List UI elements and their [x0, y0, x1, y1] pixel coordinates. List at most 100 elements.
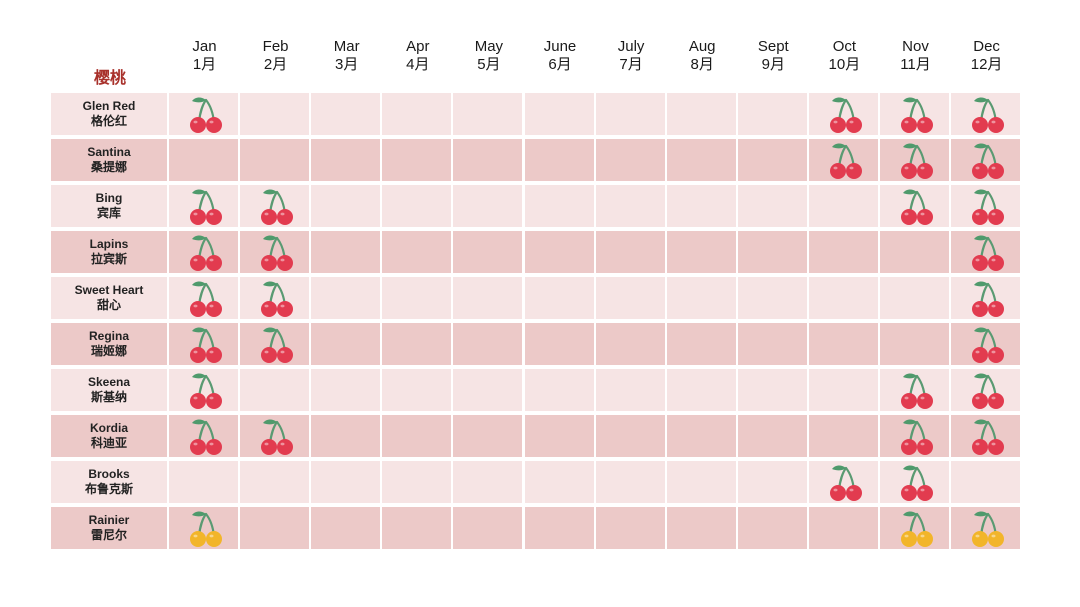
- red-cherry-icon: [261, 235, 294, 271]
- month-cell-5: [453, 93, 523, 135]
- red-cherry-icon: [261, 189, 294, 225]
- month-cell-9: [737, 461, 807, 503]
- variety-name-cn: 拉宾斯: [90, 252, 127, 266]
- month-header-cn: 1月: [192, 56, 217, 73]
- month-cell-5: [453, 323, 523, 365]
- variety-name-cn: 格伦红: [90, 114, 127, 128]
- variety-label: Rainier 雷尼尔: [51, 507, 167, 549]
- month-cell-5: [453, 415, 523, 457]
- month-header-en: Nov: [902, 38, 929, 55]
- month-header-cn: 2月: [263, 56, 288, 73]
- month-cell-9: [737, 323, 807, 365]
- month-header-cn: 5月: [477, 56, 501, 73]
- month-cell-5: [453, 369, 523, 411]
- month-cell-1: [169, 139, 238, 181]
- red-cherry-icon: [901, 419, 933, 455]
- month-header-jan: Jan 1月: [169, 38, 240, 74]
- month-cell-1: [169, 461, 238, 503]
- red-cherry-icon: [261, 327, 294, 363]
- month-header-en: Sept: [757, 38, 789, 55]
- month-cell-9: [737, 277, 807, 319]
- month-cell-12: [951, 277, 1021, 319]
- month-cell-11: [880, 139, 949, 181]
- month-cell-3: [311, 461, 381, 503]
- month-cell-7: [595, 93, 665, 135]
- month-header-nov: Nov 11月: [880, 38, 951, 74]
- month-header-sept: Sept 9月: [738, 38, 809, 74]
- month-cell-2: [240, 93, 310, 135]
- month-cell-7: [595, 369, 665, 411]
- month-cell-8: [666, 231, 736, 273]
- month-cell-2: [240, 139, 310, 181]
- month-cell-3: [311, 415, 381, 457]
- month-header-en: Mar: [333, 38, 360, 55]
- month-cell-6: [524, 185, 594, 227]
- red-cherry-icon: [972, 143, 1005, 179]
- red-cherry-icon: [261, 419, 294, 455]
- month-cell-3: [311, 369, 381, 411]
- month-cell-6: [524, 231, 594, 273]
- month-cell-9: [737, 369, 807, 411]
- variety-row: Glen Red 格伦红: [51, 93, 1024, 135]
- month-header-aug: Aug 8月: [667, 38, 738, 74]
- month-cell-6: [524, 93, 594, 135]
- month-cell-12: [951, 93, 1021, 135]
- variety-label: Glen Red 格伦红: [51, 93, 167, 135]
- month-cell-2: [240, 231, 310, 273]
- month-cell-5: [453, 507, 523, 549]
- month-cell-12: [951, 185, 1021, 227]
- month-header-en: Jan: [192, 38, 217, 55]
- month-header-cn: 8月: [690, 56, 714, 73]
- month-cell-6: [524, 415, 594, 457]
- red-cherry-icon: [829, 143, 862, 179]
- red-cherry-icon: [972, 281, 1005, 317]
- month-cell-12: [951, 507, 1021, 549]
- red-cherry-icon: [190, 235, 222, 271]
- month-cell-2: [240, 507, 310, 549]
- variety-row: Skeena 斯基纳: [51, 369, 1024, 411]
- month-header-en: Feb: [262, 38, 289, 55]
- month-cell-8: [666, 507, 736, 549]
- month-cell-11: [880, 461, 949, 503]
- variety-name-en: Regina: [88, 329, 129, 343]
- month-cell-9: [737, 231, 807, 273]
- month-header-en: May: [474, 38, 504, 55]
- month-cell-8: [666, 277, 736, 319]
- month-header-mar: Mar 3月: [311, 38, 382, 74]
- variety-row: Brooks 布鲁克斯: [51, 461, 1024, 503]
- month-cell-8: [666, 185, 736, 227]
- month-cell-12: [951, 231, 1021, 273]
- red-cherry-icon: [901, 373, 933, 409]
- month-cell-7: [595, 461, 665, 503]
- month-cell-4: [382, 139, 452, 181]
- month-cell-12: [951, 415, 1021, 457]
- month-cell-10: [808, 461, 878, 503]
- month-cell-4: [382, 461, 452, 503]
- month-cell-9: [737, 93, 807, 135]
- month-cell-6: [524, 507, 594, 549]
- red-cherry-icon: [190, 281, 222, 317]
- month-header-dec: Dec 12月: [951, 38, 1022, 74]
- variety-name-en: Glen Red: [82, 99, 136, 113]
- variety-label: Lapins 拉宾斯: [51, 231, 167, 273]
- month-cell-1: [169, 507, 238, 549]
- month-cell-8: [666, 93, 736, 135]
- month-cell-4: [382, 277, 452, 319]
- month-cell-7: [595, 139, 665, 181]
- month-cell-2: [240, 369, 310, 411]
- month-cell-3: [311, 507, 381, 549]
- month-cell-5: [453, 185, 523, 227]
- month-cell-1: [169, 323, 238, 365]
- calendar-header: 樱桃 Jan 1月 Feb 2月 Mar 3月 Apr 4月 May 5月 June 6月 July 7月…: [0, 0, 1080, 92]
- variety-row: Rainier 雷尼尔: [51, 507, 1024, 549]
- month-cell-3: [311, 139, 381, 181]
- month-cell-8: [666, 323, 736, 365]
- month-header-july: July 7月: [596, 38, 667, 74]
- month-header-apr: Apr 4月: [382, 38, 453, 74]
- month-header-cn: 3月: [335, 56, 359, 73]
- month-cell-6: [524, 323, 594, 365]
- month-cell-10: [808, 231, 878, 273]
- month-header-en: Oct: [832, 38, 857, 55]
- red-cherry-icon: [901, 97, 933, 133]
- month-cell-6: [524, 139, 594, 181]
